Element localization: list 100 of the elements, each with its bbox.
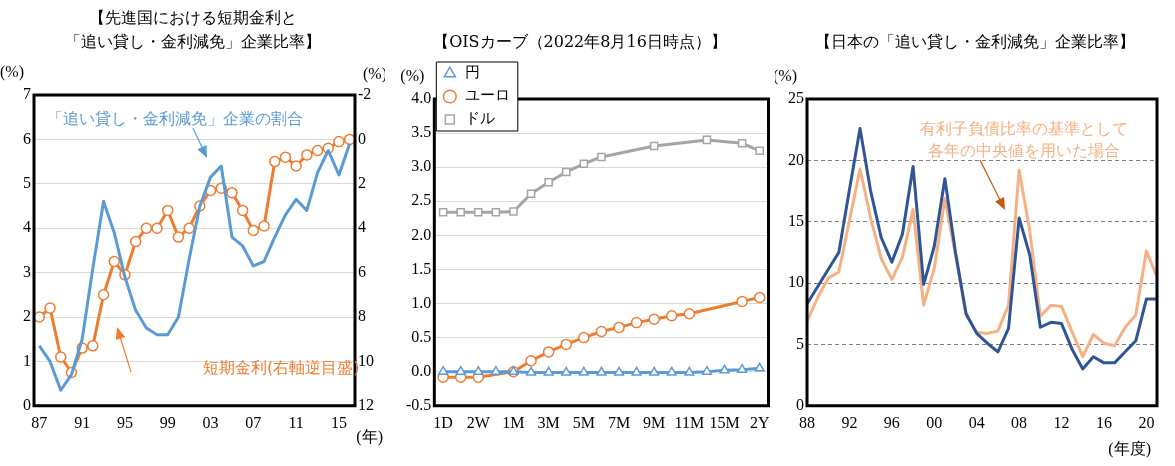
point (701, 365, 713, 375)
point (269, 155, 281, 168)
point (162, 204, 174, 217)
y-tick-label: 0.5 (411, 327, 432, 345)
x-tick-label: 2Y (749, 413, 770, 431)
point (649, 141, 659, 151)
y-tick-label: 7 (23, 85, 31, 103)
point (97, 289, 110, 301)
point (648, 313, 660, 325)
x-axis-title: (年度) (1108, 440, 1151, 458)
point (631, 366, 642, 376)
point (702, 135, 712, 145)
x-tick-label: 20 (1138, 413, 1155, 431)
point (542, 346, 555, 358)
x-tick-label: 07 (245, 413, 262, 431)
y-tick-label: 3.0 (411, 157, 432, 175)
x-tick-label: 15 (330, 413, 347, 431)
point (456, 207, 465, 217)
y2-tick-label: 2 (358, 174, 366, 191)
legend-label: ユーロ (464, 86, 510, 105)
y-tick-label: 2.0 (411, 225, 432, 243)
point (438, 365, 449, 375)
x-tick-label: 15M (709, 413, 740, 431)
point (279, 151, 292, 163)
point (544, 177, 553, 187)
point (525, 355, 537, 367)
point (311, 144, 324, 157)
y-tick-label: 0.0 (411, 361, 432, 379)
point (578, 331, 590, 344)
y-tick-label: 3.5 (411, 123, 432, 141)
point (491, 207, 501, 217)
x-tick-label: 11 (288, 413, 304, 431)
x-tick-label: 16 (1095, 413, 1112, 431)
y2-tick-label: 10 (358, 351, 374, 369)
y2-tick-label: -2 (358, 85, 372, 103)
y2-tick-label: 8 (358, 307, 366, 325)
point (561, 167, 571, 177)
y-tick-label: 1.5 (411, 259, 432, 277)
point (736, 295, 748, 308)
x-tick-label: 5M (572, 413, 595, 431)
point (613, 366, 625, 376)
text: 「追い貸し・金利減免」企業の割合 (46, 109, 303, 129)
y2-tick-label: 12 (358, 396, 374, 413)
y-tick-label: -0.5 (406, 396, 432, 413)
y-tick-label: 4 (23, 218, 31, 236)
legend-label: ドル (464, 109, 495, 128)
point (87, 340, 99, 352)
point (490, 365, 501, 375)
point (236, 204, 249, 217)
point (595, 325, 608, 338)
point (719, 364, 730, 374)
point (754, 362, 765, 372)
y-tick-label: 1.0 (411, 293, 432, 311)
point (526, 189, 536, 199)
y-tick-label: 6 (23, 129, 31, 147)
y-tick-label: 1 (23, 351, 31, 369)
point (474, 207, 483, 217)
x-tick-label: 2W (466, 413, 491, 431)
chart-title: 【日本の「追い貸し・金利減免」企業比率】 (814, 31, 1136, 53)
x-tick-label: 11M (674, 413, 705, 431)
text: 短期金利(右軸逆目盛) (202, 357, 360, 377)
point (55, 351, 67, 363)
point (630, 316, 643, 329)
y2-tick-label: 4 (358, 218, 366, 236)
point (301, 149, 313, 161)
x-tick-label: 1M (502, 413, 525, 431)
x-tick-label: 91 (74, 413, 91, 431)
point (473, 365, 484, 375)
point (579, 159, 589, 169)
point (226, 186, 238, 199)
y-tick-label: 10 (788, 273, 804, 291)
x-axis-title: (年) (356, 428, 383, 446)
point (290, 160, 302, 172)
x-tick-label: 92 (841, 413, 858, 431)
y-tick-label: 2.5 (411, 191, 432, 209)
x-tick-label: 1D (433, 413, 453, 431)
point (737, 363, 748, 373)
point (737, 139, 747, 148)
point (666, 310, 678, 322)
series-label: 有利子負債比率の基準として各年の中央値を用いた場合 (920, 118, 1128, 160)
y-tick-label: 5 (796, 334, 804, 352)
y-tick-label: 15 (788, 211, 804, 229)
point (543, 366, 554, 376)
point (684, 366, 695, 376)
y-tick-label: 3 (23, 262, 31, 280)
point (525, 366, 537, 376)
chart-title: 【OISカーブ（2022年8月16日時点）】 (432, 31, 728, 53)
point (578, 366, 589, 376)
point (753, 291, 766, 304)
y-tick-label: 0 (796, 396, 804, 413)
point (108, 255, 120, 268)
y-tick-label: 25 (788, 89, 804, 107)
chart-title: 【先進国における短期金利と「追い貸し・金利減免」企業比率】 (63, 7, 322, 53)
point (666, 366, 677, 376)
x-tick-label: 12 (1053, 413, 1070, 431)
point (649, 366, 660, 376)
point (183, 222, 195, 234)
point (172, 231, 185, 243)
x-tick-label: 03 (202, 413, 219, 431)
x-tick-label: 88 (799, 413, 815, 431)
